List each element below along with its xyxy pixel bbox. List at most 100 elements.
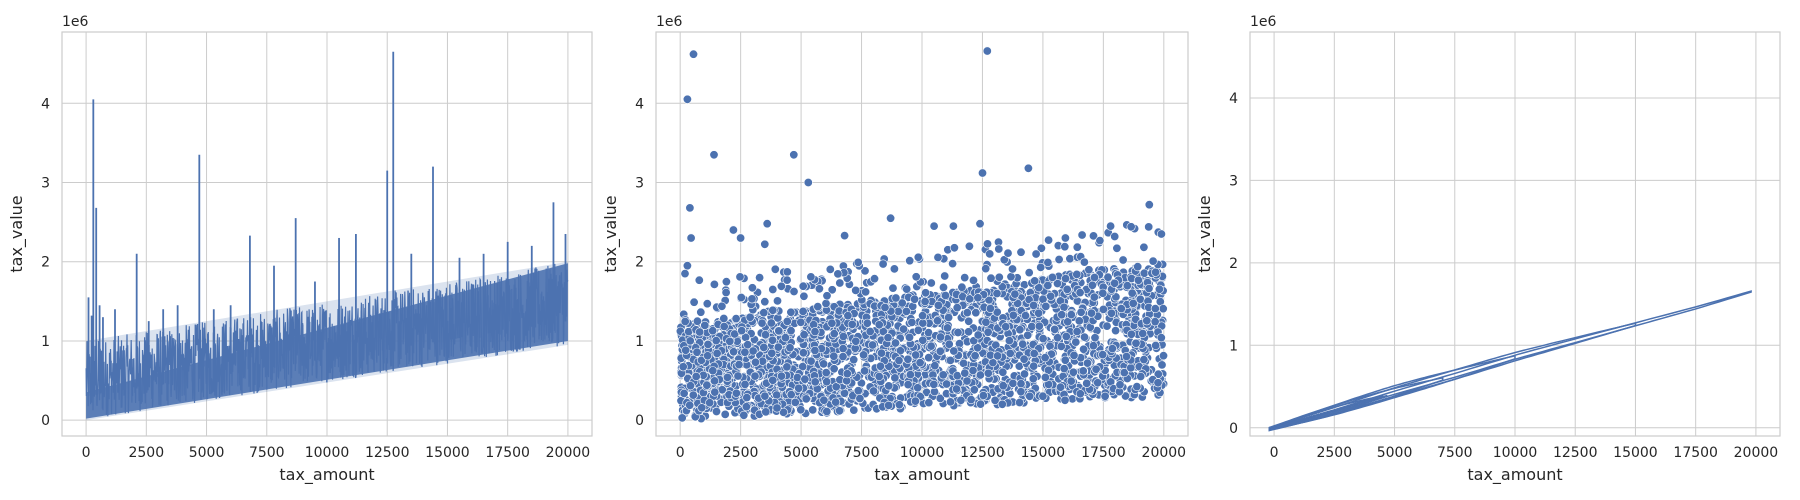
scatter-point <box>929 379 939 389</box>
scatter-point <box>786 390 796 400</box>
scatter-point <box>853 257 863 267</box>
scatter-point <box>1023 330 1033 340</box>
scatter-point <box>905 256 915 266</box>
scatter-point <box>899 324 909 334</box>
scatter-point <box>819 395 829 405</box>
scatter-point <box>1053 333 1063 343</box>
scatter-point <box>1118 255 1128 265</box>
scatter-point <box>905 370 915 380</box>
scatter-outlier <box>762 219 772 229</box>
scatter-point <box>773 342 783 352</box>
scatter-point <box>829 329 839 339</box>
scatter-point <box>798 362 808 372</box>
scatter-point <box>982 239 992 249</box>
scatter-outlier <box>728 225 738 235</box>
scatter-point <box>692 316 702 326</box>
series-envelope <box>86 263 568 419</box>
scatter-point <box>703 351 713 361</box>
scatter-point <box>717 301 727 311</box>
scatter-point <box>767 348 777 358</box>
scatter-point <box>945 397 955 407</box>
scatter-point <box>689 297 699 307</box>
scatter-point <box>1071 337 1081 347</box>
scatter-point <box>798 306 808 316</box>
scatter-point <box>719 321 729 331</box>
scatter-point <box>796 405 806 415</box>
scatter-point <box>981 317 991 327</box>
scatter-point <box>1132 382 1142 392</box>
scatter-point <box>890 373 900 383</box>
scatter-point <box>983 368 993 378</box>
scatter-point <box>782 275 792 285</box>
scatter-point <box>748 346 758 356</box>
scatter-point <box>1056 382 1066 392</box>
scatter-point <box>708 366 718 376</box>
scatter-point <box>1110 278 1120 288</box>
scatter-point <box>890 338 900 348</box>
scatter-point <box>997 399 1007 409</box>
scatter-point <box>897 298 907 308</box>
scatter-point <box>1007 264 1017 274</box>
scatter-point <box>835 278 845 288</box>
scatter-point <box>907 317 917 327</box>
kde-contour <box>1268 394 1384 431</box>
scatter-point <box>822 291 832 301</box>
scatter-point <box>792 372 802 382</box>
scatter-point <box>1102 321 1112 331</box>
scatter-point <box>742 393 752 403</box>
scatter-point <box>736 292 746 302</box>
scatter-point <box>1028 374 1038 384</box>
scatter-point <box>1074 316 1084 326</box>
scatter-point <box>962 308 972 318</box>
scatter-point <box>944 312 954 322</box>
scatter-point <box>1107 344 1117 354</box>
scatter-point <box>1087 280 1097 290</box>
scatter-point <box>1075 389 1085 399</box>
scatter-point <box>710 376 720 386</box>
scatter-point <box>949 243 959 253</box>
scatter-point <box>1031 249 1041 259</box>
scatter-point <box>1040 353 1050 363</box>
scatter-point <box>913 325 923 335</box>
scatter-point <box>1076 307 1086 317</box>
scatter-point <box>1126 222 1136 232</box>
scatter-point <box>1038 391 1048 401</box>
scatter-point <box>949 346 959 356</box>
scatter-point <box>1116 304 1126 314</box>
scatter-point <box>853 386 863 396</box>
scatter-point <box>829 364 839 374</box>
scatter-point <box>1008 310 1018 320</box>
scatter-point <box>1084 265 1094 275</box>
scatter-point <box>799 291 809 301</box>
y-tick-label: 0 <box>1229 421 1238 437</box>
scatter-point <box>688 390 698 400</box>
x-axis-label: tax_amount <box>279 465 374 485</box>
scatter-point <box>761 407 771 417</box>
scatter-point <box>968 365 978 375</box>
scatter-point <box>796 317 806 327</box>
scatter-point <box>1038 334 1048 344</box>
scatter-point <box>1053 278 1063 288</box>
scatter-point <box>884 400 894 410</box>
scatter-point <box>834 406 844 416</box>
scatter-point <box>1087 308 1097 318</box>
scatter-point <box>1066 310 1076 320</box>
scatter-point <box>782 362 792 372</box>
scatter-point <box>702 380 712 390</box>
scatter-point <box>1034 321 1044 331</box>
scatter-point <box>968 275 978 285</box>
scatter-point <box>1080 332 1090 342</box>
y-tick-label: 3 <box>1229 173 1238 189</box>
scatter-point <box>875 361 885 371</box>
scatter-point <box>1027 321 1037 331</box>
scatter-point <box>838 331 848 341</box>
scatter-point <box>985 249 995 259</box>
scatter-point <box>843 311 853 321</box>
scatter-outlier <box>680 269 690 279</box>
scatter-point <box>933 300 943 310</box>
scatter-point <box>911 350 921 360</box>
scatter-point <box>1018 339 1028 349</box>
scatter-outlier <box>760 239 770 249</box>
scatter-point <box>953 327 963 337</box>
scatter-point <box>860 366 870 376</box>
